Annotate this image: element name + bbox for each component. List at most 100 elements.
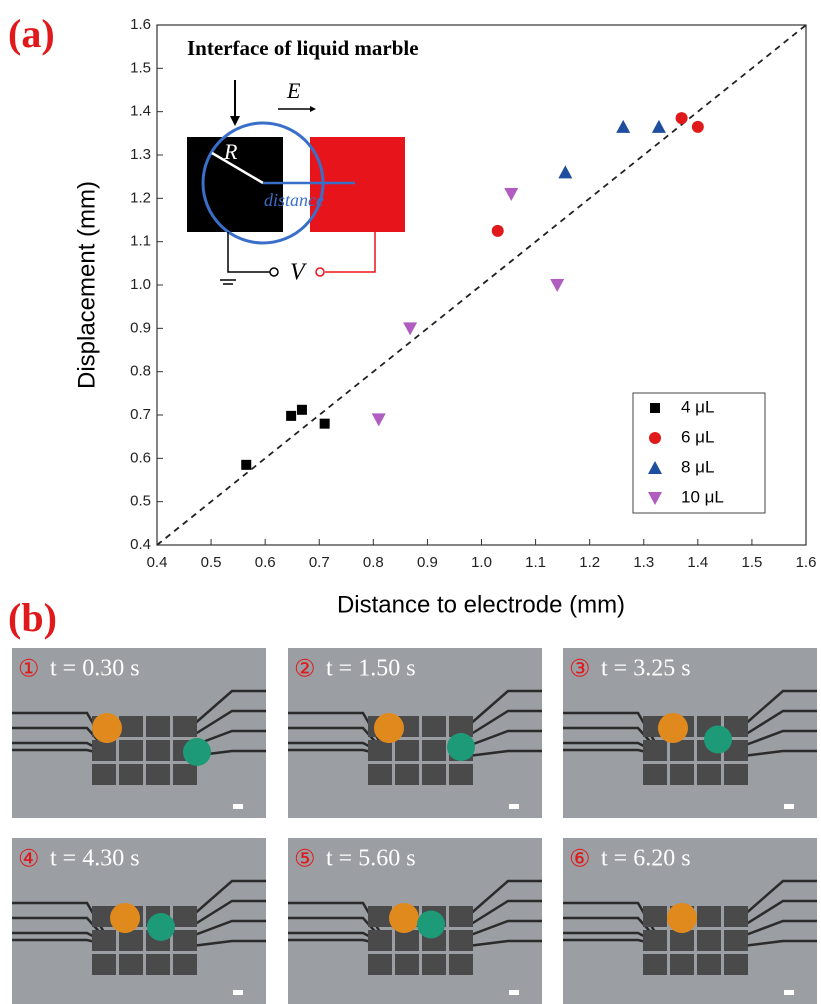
electrode-trace xyxy=(191,879,266,917)
electrode-pad xyxy=(670,764,694,785)
electrode-pad xyxy=(119,740,143,761)
electrode-pad xyxy=(368,954,392,975)
x-tick-label: 0.6 xyxy=(255,554,276,571)
frame-time: t = 6.20 s xyxy=(601,846,691,872)
frame-time: t = 1.50 s xyxy=(326,656,416,682)
scale-bar xyxy=(784,804,794,809)
electrode-trace xyxy=(191,939,266,948)
inset-title: Interface of liquid marble xyxy=(187,36,419,60)
electrode-pad xyxy=(173,930,197,951)
scale-bar xyxy=(509,804,519,809)
point xyxy=(403,322,418,336)
x-tick-label: 1.2 xyxy=(579,554,600,571)
electrode-pad xyxy=(724,930,748,951)
electrode-trace xyxy=(467,899,542,928)
electrode-pad xyxy=(643,954,667,975)
point xyxy=(371,413,386,427)
electrode-trace xyxy=(742,729,817,748)
droplet xyxy=(92,713,122,743)
photo-frame: ⑥ t = 6.20 s xyxy=(563,838,817,1004)
panel-label: (b) xyxy=(8,595,57,640)
frame-number: ③ xyxy=(569,655,591,682)
droplet xyxy=(704,725,732,754)
electrode-pad xyxy=(422,954,446,975)
y-tick-label: 0.7 xyxy=(130,406,151,423)
x-tick-label: 0.8 xyxy=(363,554,384,571)
x-axis-title: Distance to electrode (mm) xyxy=(337,591,625,618)
electrode-trace xyxy=(467,749,542,758)
y-tick-label: 0.4 xyxy=(130,536,151,553)
electrode-pad xyxy=(92,930,116,951)
electrode-pad xyxy=(146,764,170,785)
y-tick-label: 1.4 xyxy=(130,103,151,120)
point xyxy=(296,404,307,415)
electrode-trace xyxy=(191,899,266,928)
droplet xyxy=(667,903,697,933)
photo-frame: ③ t = 3.25 s xyxy=(563,648,817,818)
electrode-trace xyxy=(742,689,817,727)
point xyxy=(504,188,519,201)
electrode-pad xyxy=(697,764,721,785)
frame-time: t = 5.60 s xyxy=(326,846,416,872)
point xyxy=(319,418,330,429)
legend-marker xyxy=(650,403,660,413)
terminal xyxy=(269,267,279,277)
x-tick-label: 1.5 xyxy=(741,554,762,571)
legend-marker xyxy=(648,461,662,474)
photo-frame: ② t = 1.50 s xyxy=(288,648,542,818)
x-tick-label: 1.4 xyxy=(687,554,708,571)
electrode-pad xyxy=(173,906,197,927)
legend-label: 10 μL xyxy=(681,487,724,506)
electrode-trace xyxy=(467,689,542,727)
electrode-pad xyxy=(643,764,667,785)
y-tick-label: 1.5 xyxy=(130,59,151,76)
point xyxy=(675,112,688,125)
droplet xyxy=(147,913,175,941)
droplet xyxy=(417,910,445,939)
point xyxy=(616,119,631,133)
scale-bar xyxy=(233,804,243,809)
electrode-trace xyxy=(742,939,817,948)
frame-time: t = 3.25 s xyxy=(601,656,691,682)
droplet xyxy=(447,733,475,761)
legend-label: 4 μL xyxy=(681,397,714,416)
electrode-pad xyxy=(449,954,473,975)
electrode-pad xyxy=(697,954,721,975)
point xyxy=(286,410,297,421)
frame-number: ① xyxy=(18,655,40,682)
scale-bar xyxy=(509,990,519,995)
x-tick-label: 0.4 xyxy=(147,554,168,571)
electrode-pad xyxy=(395,764,419,785)
terminal xyxy=(315,267,325,277)
electrode-pad xyxy=(119,716,143,737)
droplet xyxy=(389,903,419,933)
electrode-pad xyxy=(422,740,446,761)
electrode-pad xyxy=(422,764,446,785)
reference-line xyxy=(156,24,807,546)
y-tick-label: 0.9 xyxy=(130,319,151,336)
electrode-pad xyxy=(395,740,419,761)
electrode-pad xyxy=(449,764,473,785)
point xyxy=(491,224,504,237)
arrow-head xyxy=(310,106,316,112)
y-tick-label: 0.6 xyxy=(130,449,151,466)
electrode-pad xyxy=(670,930,694,951)
electrode-pad xyxy=(697,906,721,927)
electrode-pad xyxy=(449,906,473,927)
electrode-trace xyxy=(742,709,817,738)
electrode-pad xyxy=(670,954,694,975)
x-tick-label: 1.0 xyxy=(471,554,492,571)
arrow-head xyxy=(230,116,240,126)
electrode-trace xyxy=(191,709,266,738)
electrode-pad xyxy=(368,906,392,927)
inset-label: E xyxy=(286,78,301,103)
electrode-pad xyxy=(119,764,143,785)
electrode-trace xyxy=(467,879,542,917)
legend-label: 6 μL xyxy=(681,427,714,446)
electrode-pad xyxy=(449,716,473,737)
electrode-trace xyxy=(191,919,266,938)
legend-label: 8 μL xyxy=(681,457,714,476)
electrode-pad xyxy=(119,930,143,951)
